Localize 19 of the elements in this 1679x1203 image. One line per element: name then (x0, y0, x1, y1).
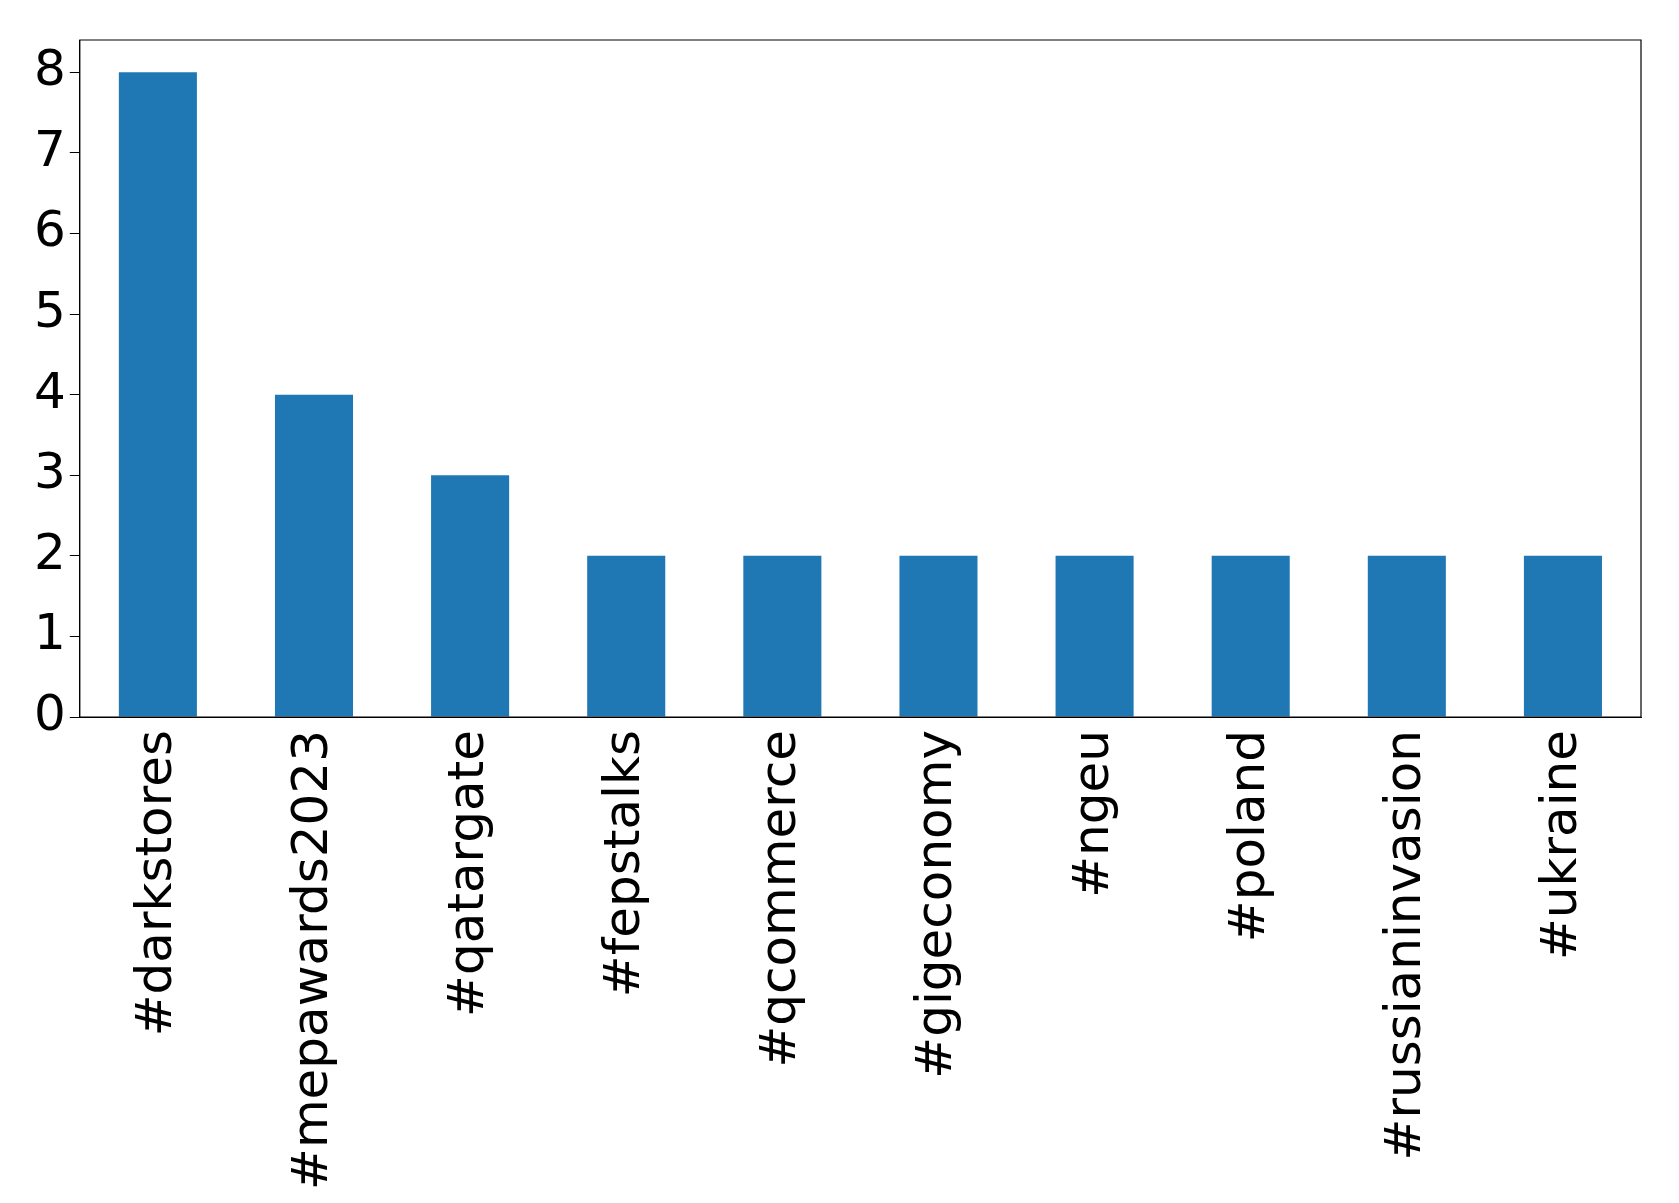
x-tick-label: #mepawards2023 (280, 730, 339, 1191)
x-tick-label: #qatargate (437, 730, 496, 1017)
y-tick-label: 1 (34, 603, 66, 662)
y-tick-label: 2 (34, 522, 66, 581)
x-tick-label: #fepstalks (593, 730, 652, 998)
x-tick-label: #ukraine (1529, 730, 1588, 961)
x-tick-label: #darkstores (124, 730, 183, 1037)
y-tick-label: 0 (34, 684, 66, 742)
x-tick-label: #russianinvasion (1373, 730, 1432, 1161)
y-tick-label: 4 (34, 361, 66, 420)
y-tick-label: 7 (34, 119, 66, 178)
x-tick-label: #qcommerce (749, 730, 808, 1068)
y-tick-label: 5 (34, 281, 66, 340)
x-tick-label: #poland (1217, 730, 1276, 943)
y-tick-label: 8 (34, 39, 66, 98)
y-tick-label: 6 (34, 200, 66, 259)
y-tick-label: 3 (34, 442, 66, 501)
x-tick-label: #ngeu (1061, 730, 1120, 898)
x-tick-label: #gigeconomy (905, 730, 964, 1079)
